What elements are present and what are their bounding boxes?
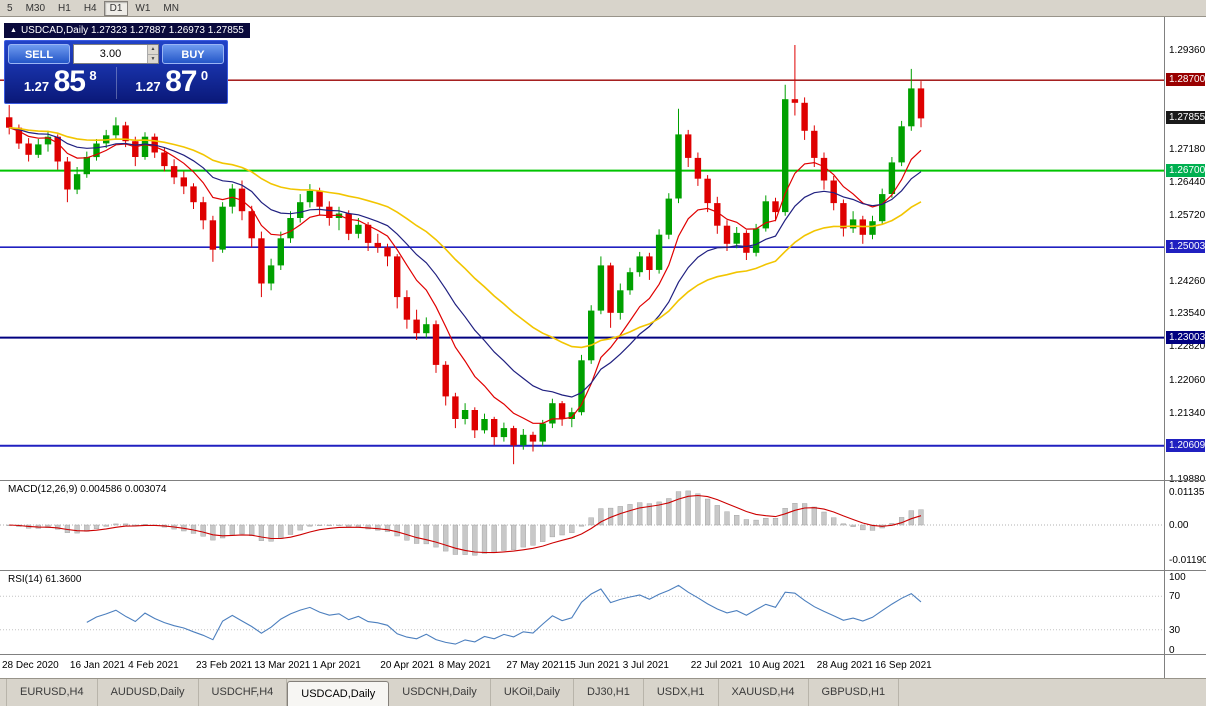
axis-tick: 1.26440 — [1169, 177, 1206, 189]
axis-tick: 30 — [1169, 624, 1181, 636]
price-badge: 1.27855 — [1166, 111, 1205, 125]
one-click-trading-panel: SELL ▲ ▼ BUY 1.27 85 8 1.27 — [4, 40, 228, 104]
x-axis-label: 10 Aug 2021 — [748, 660, 806, 671]
price-badge: 1.28700 — [1166, 73, 1205, 87]
chart-tab-USDCNH-Daily[interactable]: USDCNH,Daily — [389, 679, 491, 706]
volume-decrease-button[interactable]: ▼ — [148, 54, 158, 63]
period-button-MN[interactable]: MN — [163, 2, 179, 14]
horizontal-lines — [0, 79, 1164, 447]
period-button-H4[interactable]: H4 — [83, 2, 97, 14]
axis-tick: 1.24260 — [1169, 275, 1206, 287]
chart-tab-USDX-H1[interactable]: USDX,H1 — [644, 679, 719, 706]
x-axis-label: 23 Feb 2021 — [196, 660, 253, 671]
sell-price-sup: 8 — [89, 68, 97, 83]
price-badge: 1.20609 — [1166, 438, 1205, 452]
pane-separator — [1165, 570, 1206, 571]
chart-tab-XAUUSD-H4[interactable]: XAUUSD,H4 — [719, 679, 809, 706]
period-button-M30[interactable]: M30 — [25, 2, 46, 14]
pane-separator — [1165, 480, 1206, 481]
volume-input[interactable] — [74, 45, 147, 63]
axis-tick: 0 — [1169, 645, 1175, 656]
axis-tick: -0.01190 — [1169, 554, 1206, 566]
price-badge: 1.23003 — [1166, 330, 1205, 344]
price-divider — [115, 67, 117, 99]
x-axis-label: 1 Apr 2021 — [312, 660, 361, 671]
x-axis-label: 3 Jul 2021 — [622, 660, 669, 671]
axis-tick: 0.01135 — [1169, 487, 1205, 498]
x-axis-label: 13 Mar 2021 — [254, 660, 311, 671]
axis-tick: 1.21340 — [1169, 407, 1206, 419]
axis-tick: 1.23540 — [1169, 308, 1206, 320]
chart-tab-USDCAD-Daily[interactable]: USDCAD,Daily — [287, 681, 390, 706]
ma-line-8 — [8, 127, 922, 424]
chart-canvas[interactable] — [0, 17, 1164, 655]
candle-series — [6, 45, 925, 465]
price-axis[interactable]: 1.29360 1.27180 1.26440 1.25720 1.24260 1.235… — [1164, 17, 1206, 678]
ma-line-16 — [9, 127, 922, 398]
buy-button[interactable]: BUY — [162, 44, 224, 64]
axis-tick: 1.27180 — [1169, 143, 1206, 155]
x-axis-label: 16 Jan 2021 — [69, 660, 125, 671]
buy-price[interactable]: 1.27 87 0 — [117, 65, 228, 99]
x-axis-label: 20 Apr 2021 — [380, 660, 435, 671]
chart-tab-DJ30-H1[interactable]: DJ30,H1 — [574, 679, 644, 706]
chart-tab-AUDUSD-Daily[interactable]: AUDUSD,Daily — [98, 679, 199, 706]
x-axis-label: 28 Aug 2021 — [816, 660, 873, 671]
axis-tick: 1.25720 — [1169, 209, 1206, 221]
volume-box: ▲ ▼ — [73, 44, 159, 64]
bid-ask-prices: 1.27 85 8 1.27 87 0 — [5, 65, 227, 99]
pane-separator — [1165, 654, 1206, 655]
timeframe-toolbar: 5 M30 H1 H4 D1 W1 MN — [0, 0, 1206, 17]
chart-tabs-bar: EURUSD,H4 AUDUSD,Daily USDCHF,H4 USDCAD,Dai… — [0, 678, 1206, 706]
rsi-line — [86, 584, 922, 645]
axis-tick: 70 — [1169, 591, 1181, 603]
axis-tick: 0.00 — [1169, 520, 1189, 531]
axis-tick: 1.22060 — [1169, 375, 1206, 387]
chart-tab-GBPUSD-H1[interactable]: GBPUSD,H1 — [809, 679, 900, 706]
time-axis[interactable]: 28 Dec 2020 16 Jan 2021 4 Feb 2021 23 Feb 2… — [0, 655, 1164, 678]
sell-price-big: 85 — [53, 65, 86, 98]
x-axis-label: 22 Jul 2021 — [690, 660, 743, 671]
x-axis-label: 27 May 2021 — [506, 660, 565, 671]
volume-spinner: ▲ ▼ — [147, 45, 158, 63]
axis-tick: 100 — [1169, 572, 1186, 583]
chart-tab-EURUSD-H4[interactable]: EURUSD,H4 — [6, 679, 98, 706]
period-button-H1[interactable]: H1 — [58, 2, 71, 14]
macd-signal-line — [9, 494, 922, 554]
rsi-header: RSI(14) 61.3600 — [8, 574, 82, 585]
price-badge: 1.25003 — [1166, 240, 1205, 254]
chart-tab-USDCHF-H4[interactable]: USDCHF,H4 — [199, 679, 288, 706]
x-axis-label: 8 May 2021 — [438, 660, 491, 671]
sell-price-int: 1.27 — [23, 79, 50, 94]
x-axis-label: 28 Dec 2020 — [2, 660, 59, 671]
chart-area: ▲ USDCAD,Daily 1.27323 1.27887 1.26973 1.… — [0, 17, 1206, 678]
axis-tick: 1.19880 — [1169, 474, 1205, 485]
period-button-D1[interactable]: D1 — [103, 0, 129, 16]
chart-tab-UKOil-Daily[interactable]: UKOil,Daily — [491, 679, 575, 706]
macd-header: MACD(12,26,9) 0.004586 0.003074 — [8, 484, 167, 495]
buy-price-big: 87 — [165, 65, 197, 98]
x-axis-label: 4 Feb 2021 — [128, 660, 179, 671]
period-button-5[interactable]: 5 — [7, 2, 13, 14]
axis-tick: 1.29360 — [1169, 45, 1206, 57]
buy-price-int: 1.27 — [135, 79, 161, 94]
buy-price-sup: 0 — [200, 68, 209, 83]
sell-button[interactable]: SELL — [8, 44, 70, 64]
chart-title: USDCAD,Daily 1.27323 1.27887 1.26973 1.2… — [20, 25, 244, 36]
ma-line-32 — [9, 126, 922, 349]
sell-price[interactable]: 1.27 85 8 — [5, 65, 116, 99]
panel-collapse-icon[interactable]: ▲ — [10, 27, 17, 34]
chart-title-strip: ▲ USDCAD,Daily 1.27323 1.27887 1.26973 1.… — [4, 23, 250, 38]
period-button-W1[interactable]: W1 — [135, 2, 151, 14]
x-axis-label: 15 Jun 2021 — [564, 660, 620, 671]
x-axis-label: 16 Sep 2021 — [875, 660, 932, 671]
price-badge: 1.26700 — [1166, 163, 1205, 177]
axis-tick: 1.22820 — [1169, 340, 1206, 352]
volume-increase-button[interactable]: ▲ — [148, 45, 158, 55]
